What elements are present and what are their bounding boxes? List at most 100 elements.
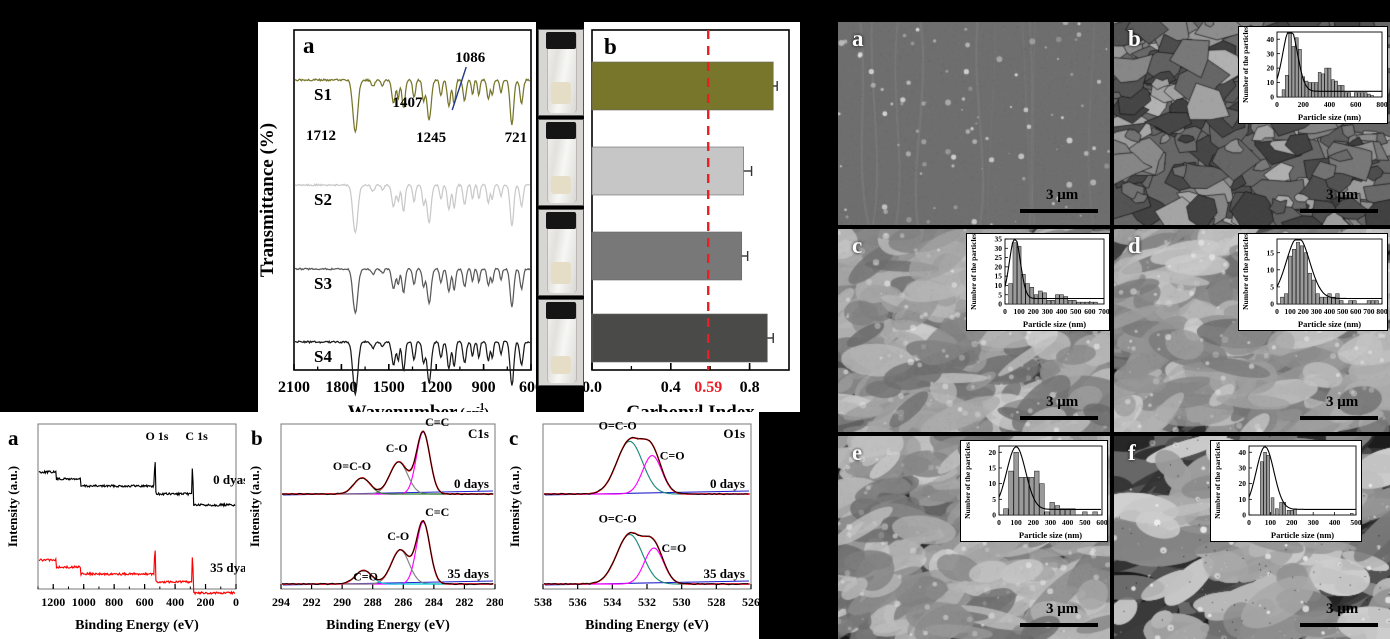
inset-bar — [1319, 296, 1324, 305]
xps2-svg-panel-letter: b — [251, 426, 263, 450]
xps2-svg-complabel-C=C: C=C — [425, 505, 449, 519]
inset-ytick: 30 — [995, 244, 1003, 253]
inset-bar — [1055, 294, 1060, 305]
inset-xtick: 0 — [1247, 518, 1251, 527]
ci-xtick: 0.8 — [740, 379, 760, 396]
sem-label-a: a — [852, 26, 864, 51]
ftir-xtick: 2100 — [278, 379, 310, 396]
xps3-svg-complabel-O=C-O: O=C-O — [599, 511, 637, 525]
inset-ytick: 15 — [995, 272, 1003, 281]
inset-ytick: 30 — [1267, 49, 1275, 58]
ci-bar-S1 — [591, 61, 774, 111]
ftir-trace-S3 — [294, 267, 531, 315]
xps2-svg-complabel-C-O: C-O — [386, 441, 408, 455]
inset-bar — [1282, 502, 1287, 516]
inset-bar — [1290, 510, 1294, 516]
inset-xtick: 500 — [1337, 307, 1349, 316]
inset-bar — [1331, 79, 1335, 98]
xps1-panel-letter: a — [8, 426, 19, 450]
sem-scaletext-d: 3 μm — [1326, 394, 1359, 410]
ftir-trace-label-S4: S4 — [314, 347, 332, 366]
inset-xtick: 200 — [1298, 100, 1310, 109]
inset-xlabel: Particle size (nm) — [1023, 319, 1086, 329]
inset-xtick: 400 — [1324, 307, 1336, 316]
ftir-leader-1086 — [451, 66, 467, 111]
xps1-frame — [37, 423, 237, 590]
inset-xtick: 0 — [1003, 307, 1007, 316]
xps2-svg-xtick: 286 — [394, 595, 412, 609]
vial-cap — [546, 32, 576, 49]
inset-bar — [1070, 508, 1076, 516]
inset-bar — [1046, 300, 1052, 305]
xps1-xtick: 0 — [233, 595, 239, 609]
ftir-peak-1086: 1086 — [455, 50, 486, 66]
inset-xtick: 100 — [1011, 518, 1023, 527]
inset-ytick: 10 — [995, 281, 1003, 290]
inset-bar — [1082, 511, 1088, 516]
inset-ytick: 0 — [1270, 300, 1274, 309]
xps2-svg-xtick: 292 — [303, 595, 321, 609]
inset-xlabel: Particle size (nm) — [1298, 112, 1361, 122]
inset-bar — [1311, 82, 1315, 98]
ftir-ylabel: Transmittance (%) — [258, 123, 278, 277]
inset-ytick: 10 — [1239, 495, 1247, 504]
xps1-xtick: 800 — [105, 595, 123, 609]
inset-xtick: 200 — [1298, 307, 1310, 316]
inset-bar — [1280, 296, 1285, 305]
inset-bar — [1327, 67, 1332, 98]
S3-vial — [538, 209, 584, 296]
inset-bar — [1279, 502, 1283, 516]
xps3-svg-rawdata-1 — [543, 531, 748, 586]
sem-scaletext-c: 3 μm — [1046, 394, 1079, 410]
inset-xlabel: Particle size (nm) — [1271, 530, 1334, 540]
inset-bar — [1303, 252, 1308, 305]
xps2-svg-xlabel: Binding Energy (eV) — [326, 618, 450, 633]
xps1-curve-35days — [38, 550, 236, 596]
inset-bar — [1288, 255, 1293, 305]
xps3-svg-xtick: 536 — [569, 595, 587, 609]
inset-xtick: 700 — [1098, 307, 1109, 316]
ftir-trace-label-S3: S3 — [314, 274, 332, 293]
sem-scalebar-a — [1020, 209, 1098, 213]
xps2-svg-complabel-C=C: C=C — [425, 415, 449, 429]
inset-bar — [1092, 511, 1098, 516]
inset-xtick: 600 — [1350, 100, 1362, 109]
sem-micrograph-a — [838, 22, 1110, 225]
inset-bar — [1374, 300, 1379, 305]
inset-bar — [1038, 290, 1043, 305]
xps1-peak-c1s: C 1s — [185, 429, 208, 443]
ftir-xtick: 1500 — [373, 379, 405, 396]
sem-label-f: f — [1128, 440, 1136, 465]
xps3-svg-xtick: 534 — [603, 595, 621, 609]
inset-bar — [1370, 300, 1375, 305]
inset-xtick: 0 — [1275, 100, 1279, 109]
xps2-svg-xtick: 280 — [486, 595, 503, 609]
xps2-svg-region-label: C1s — [468, 426, 489, 441]
inset-bar — [1049, 502, 1055, 516]
inset-bar — [1284, 293, 1289, 305]
xps3-svg-frame — [542, 423, 752, 590]
inset-ytick: 10 — [1267, 78, 1275, 87]
inset-xtick: 800 — [1376, 307, 1387, 316]
xps3-svg-xtick: 532 — [638, 595, 656, 609]
inset-bar — [1067, 300, 1073, 305]
inset-bar — [1327, 293, 1332, 305]
inset-bar — [1281, 89, 1286, 98]
inset-bar — [1270, 497, 1275, 516]
xps1-ylabel: Intensity (a.u.) — [5, 466, 20, 547]
inset-bar — [1288, 33, 1292, 98]
inset-ytick: 5 — [998, 290, 1002, 299]
xps2-svg-serieslabel-0: 0 days — [454, 476, 489, 491]
inset-xtick: 300 — [1308, 518, 1320, 527]
inset-bar — [1263, 452, 1267, 516]
ci-bar-S3 — [591, 231, 743, 281]
xps3-svg-xtick: 538 — [534, 595, 552, 609]
inset-ytick: 10 — [989, 479, 997, 488]
xps3-svg-serieslabel-1: 35 days — [703, 566, 745, 581]
ftir-peak-1245: 1245 — [416, 130, 446, 146]
inset-bar — [1294, 37, 1299, 98]
inset-xtick: 600 — [1350, 307, 1362, 316]
xps1-peak-o1s: O 1s — [145, 429, 168, 443]
ci-xtick: 0.4 — [661, 379, 681, 396]
